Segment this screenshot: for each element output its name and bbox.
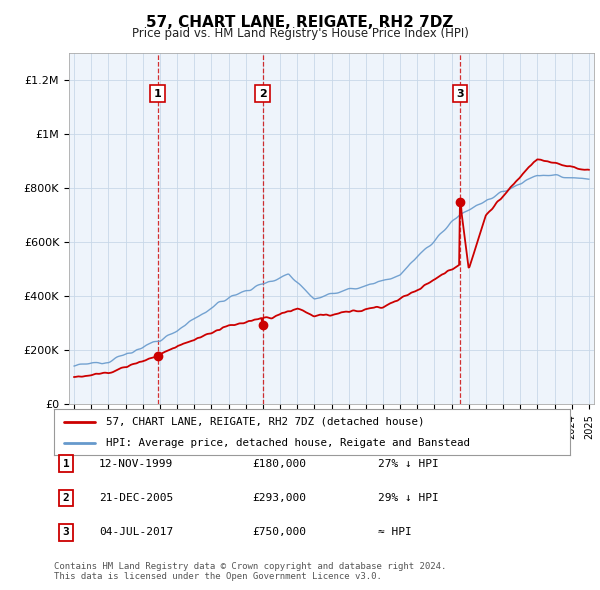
Text: 3: 3: [457, 88, 464, 99]
Text: 57, CHART LANE, REIGATE, RH2 7DZ (detached house): 57, CHART LANE, REIGATE, RH2 7DZ (detach…: [106, 417, 424, 427]
Text: ≈ HPI: ≈ HPI: [378, 527, 412, 537]
Text: 2: 2: [62, 493, 70, 503]
Text: Price paid vs. HM Land Registry's House Price Index (HPI): Price paid vs. HM Land Registry's House …: [131, 27, 469, 40]
Text: Contains HM Land Registry data © Crown copyright and database right 2024.
This d: Contains HM Land Registry data © Crown c…: [54, 562, 446, 581]
Text: 3: 3: [62, 527, 70, 537]
Text: 12-NOV-1999: 12-NOV-1999: [99, 459, 173, 468]
Text: £750,000: £750,000: [252, 527, 306, 537]
Text: 57, CHART LANE, REIGATE, RH2 7DZ: 57, CHART LANE, REIGATE, RH2 7DZ: [146, 15, 454, 30]
Text: 27% ↓ HPI: 27% ↓ HPI: [378, 459, 439, 468]
Text: £180,000: £180,000: [252, 459, 306, 468]
Text: 29% ↓ HPI: 29% ↓ HPI: [378, 493, 439, 503]
Text: 1: 1: [62, 459, 70, 468]
Text: 1: 1: [154, 88, 161, 99]
Text: 04-JUL-2017: 04-JUL-2017: [99, 527, 173, 537]
Text: 2: 2: [259, 88, 266, 99]
Text: £293,000: £293,000: [252, 493, 306, 503]
Text: HPI: Average price, detached house, Reigate and Banstead: HPI: Average price, detached house, Reig…: [106, 438, 470, 448]
Text: 21-DEC-2005: 21-DEC-2005: [99, 493, 173, 503]
